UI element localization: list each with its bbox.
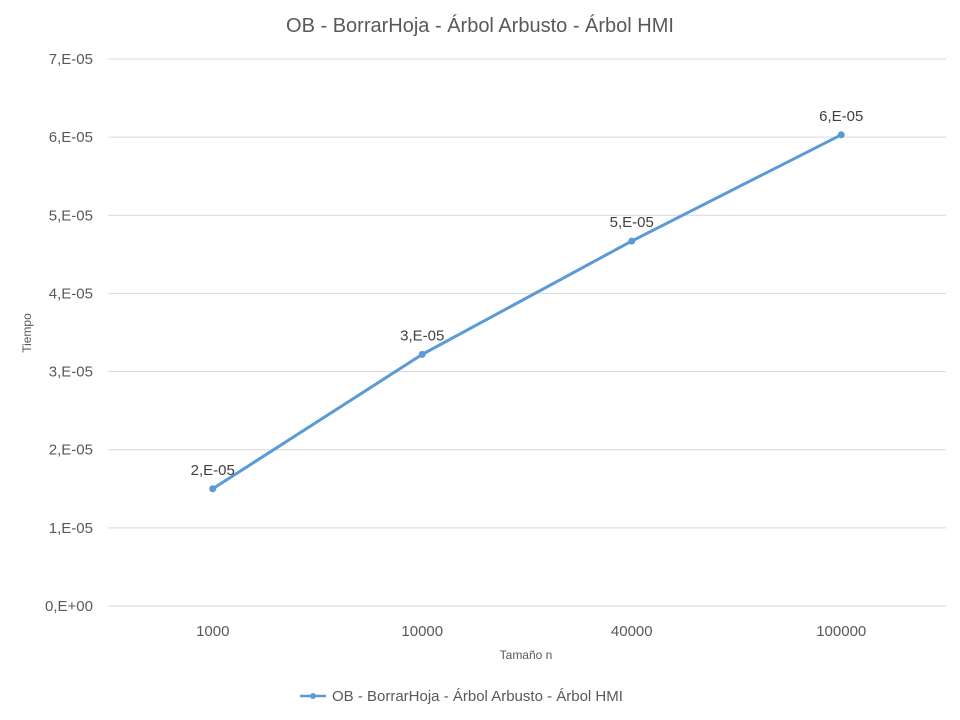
y-tick-label: 1,E-05: [49, 520, 93, 537]
data-point: [418, 350, 426, 358]
legend-marker-swatch: [310, 693, 316, 699]
y-axis-ticks: 0,E+00 1,E-05 2,E-05 3,E-05 4,E-05 5,E-05 6,E-…: [45, 51, 93, 615]
legend: OB - BorrarHoja - Árbol Arbusto - Árbol …: [300, 688, 623, 705]
y-axis-title: Tiempo: [20, 313, 34, 353]
chart-title: OB - BorrarHoja - Árbol Arbusto - Árbol …: [286, 14, 674, 37]
data-point: [628, 237, 636, 245]
data-point: [837, 131, 845, 139]
data-label: 3,E-05: [400, 327, 444, 344]
x-axis-title: Tamaño n: [500, 648, 553, 662]
x-tick-label: 10000: [401, 623, 443, 640]
gridlines: [108, 58, 946, 607]
y-tick-label: 3,E-05: [49, 364, 93, 381]
series-layer: [209, 131, 845, 493]
data-point: [209, 485, 217, 493]
data-label: 5,E-05: [610, 214, 654, 231]
y-tick-label: 7,E-05: [49, 51, 93, 68]
data-label: 2,E-05: [191, 462, 235, 479]
series-line: [211, 133, 842, 491]
x-tick-label: 1000: [196, 623, 229, 640]
y-tick-label: 5,E-05: [49, 207, 93, 224]
x-tick-label: 100000: [816, 623, 866, 640]
data-labels: 2,E-05 3,E-05 5,E-05 6,E-05: [191, 108, 864, 479]
x-tick-label: 40000: [611, 623, 653, 640]
legend-label: OB - BorrarHoja - Árbol Arbusto - Árbol …: [332, 688, 623, 705]
y-tick-label: 4,E-05: [49, 285, 93, 302]
data-label: 6,E-05: [819, 108, 863, 125]
y-tick-label: 6,E-05: [49, 129, 93, 146]
y-tick-label: 2,E-05: [49, 442, 93, 459]
y-tick-label: 0,E+00: [45, 598, 93, 615]
x-axis-ticks: 1000 10000 40000 100000: [196, 623, 866, 640]
